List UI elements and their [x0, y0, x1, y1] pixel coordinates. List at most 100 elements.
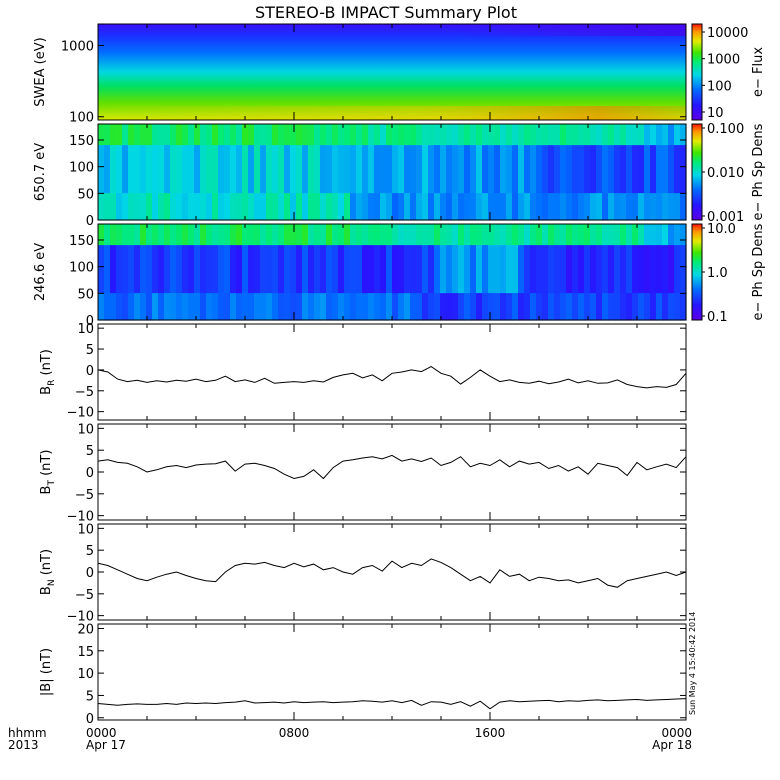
heatmap-cell: [182, 145, 189, 194]
heatmap-cell: [554, 293, 561, 321]
heatmap-cell: [290, 293, 297, 321]
heatmap-cell: [476, 193, 483, 221]
heatmap-cell: [404, 245, 411, 294]
y-axis-label-sub: T: [47, 480, 57, 487]
heatmap-cell: [674, 124, 681, 146]
heatmap-cell: [242, 145, 249, 194]
heatmap-cell: [314, 245, 321, 294]
colorbar-label: e− Flux: [751, 47, 766, 97]
heatmap-cell: [374, 245, 381, 294]
heatmap-cell: [368, 193, 375, 221]
heatmap-cell: [626, 293, 633, 321]
heatmap-cell: [440, 145, 447, 194]
heatmap-cell: [632, 245, 639, 294]
heatmap-cell: [476, 145, 483, 194]
heatmap-cell: [368, 145, 375, 194]
series-line: [97, 558, 687, 588]
heatmap-cell: [584, 293, 591, 321]
heatmap-cell: [488, 145, 495, 194]
heatmap-cell: [254, 193, 261, 221]
heatmap-cell: [416, 124, 423, 146]
heatmap-cell: [236, 245, 243, 294]
heatmap-cell: [182, 245, 189, 294]
heatmap-cell: [140, 224, 147, 246]
heatmap-cell: [434, 145, 441, 194]
heatmap-cell: [386, 193, 393, 221]
heatmap-cell: [446, 124, 453, 146]
heatmap-cell: [278, 245, 285, 294]
heatmap-cell: [188, 124, 195, 146]
heatmap-image: [98, 24, 686, 120]
heatmap-cell: [200, 224, 207, 246]
heatmap-cell: [380, 145, 387, 194]
heatmap-cell: [140, 124, 147, 146]
heatmap-cell: [308, 224, 315, 246]
heatmap-cell: [584, 245, 591, 294]
heatmap-cell: [596, 224, 603, 246]
heatmap-cell: [596, 124, 603, 146]
heatmap-cell: [428, 224, 435, 246]
heatmap-cell: [440, 124, 447, 146]
heatmap-cell: [188, 145, 195, 194]
heatmap-cell: [320, 245, 327, 294]
heatmap-cell: [344, 293, 351, 321]
y-axis-label: 650.7 eV: [33, 143, 48, 201]
heatmap-cell: [620, 145, 627, 194]
y-tick-label: 5: [86, 544, 94, 559]
heatmap-cell: [626, 193, 633, 221]
heatmap-cell: [176, 293, 183, 321]
heatmap-cell: [386, 245, 393, 294]
colorbar-label: e− Ph Sp Dens: [751, 223, 766, 320]
heatmap-cell: [608, 293, 615, 321]
heatmap-cell: [524, 124, 531, 146]
heatmap-cell: [656, 293, 663, 321]
heatmap-cell: [458, 293, 465, 321]
heatmap-cell: [446, 224, 453, 246]
spectrogram-panel-2: 0 50 100 150 650.7 eV 0.100 0.010 0.001 e− Ph Sp…: [33, 122, 766, 229]
heatmap-cell: [560, 193, 567, 221]
heatmap-cell: [560, 293, 567, 321]
y-axis-label-sub: R: [47, 380, 57, 386]
heatmap-cell: [518, 124, 525, 146]
date-label-end: Apr 18: [652, 738, 692, 752]
heatmap-cell: [296, 293, 303, 321]
heatmap-cell: [194, 124, 201, 146]
heatmap-cell: [260, 224, 267, 246]
heatmap-cell: [638, 224, 645, 246]
line-panel-4: 0 5 10 15 20 |B| (nT): [39, 622, 687, 727]
heatmap-cell: [164, 145, 171, 194]
heatmap-cell: [134, 193, 141, 221]
heatmap-cell: [146, 224, 153, 246]
heatmap-cell: [452, 245, 459, 294]
y-axis-label: BR (nT): [39, 349, 57, 395]
heatmap-cell: [500, 193, 507, 221]
heatmap-cell: [170, 145, 177, 194]
heatmap-cell: [314, 193, 321, 221]
heatmap-cell: [392, 193, 399, 221]
heatmap-cell: [482, 193, 489, 221]
heatmap-cell: [662, 224, 669, 246]
heatmap-cell: [608, 193, 615, 221]
heatmap-cell: [194, 145, 201, 194]
heatmap-cell: [644, 293, 651, 321]
heatmap-cell: [290, 245, 297, 294]
heatmap-cell: [368, 224, 375, 246]
heatmap-cell: [326, 224, 333, 246]
y-tick-label: 5: [86, 689, 94, 704]
heatmap-cell: [356, 124, 363, 146]
heatmap-cell: [524, 293, 531, 321]
heatmap-cell: [668, 224, 675, 246]
heatmap-cell: [212, 145, 219, 194]
heatmap-cell: [524, 245, 531, 294]
heatmap-cell: [638, 145, 645, 194]
heatmap-cell: [236, 293, 243, 321]
heatmap-cell: [266, 124, 273, 146]
line-panel-2: −10 −5 0 5 10 BT (nT): [39, 422, 687, 525]
heatmap-cell: [182, 224, 189, 246]
heatmap-cell: [602, 145, 609, 194]
heatmap-cell: [620, 224, 627, 246]
heatmap-cell: [578, 245, 585, 294]
heatmap-cell: [452, 293, 459, 321]
y-tick-label: 0: [86, 364, 94, 379]
heatmap-cell: [272, 193, 279, 221]
